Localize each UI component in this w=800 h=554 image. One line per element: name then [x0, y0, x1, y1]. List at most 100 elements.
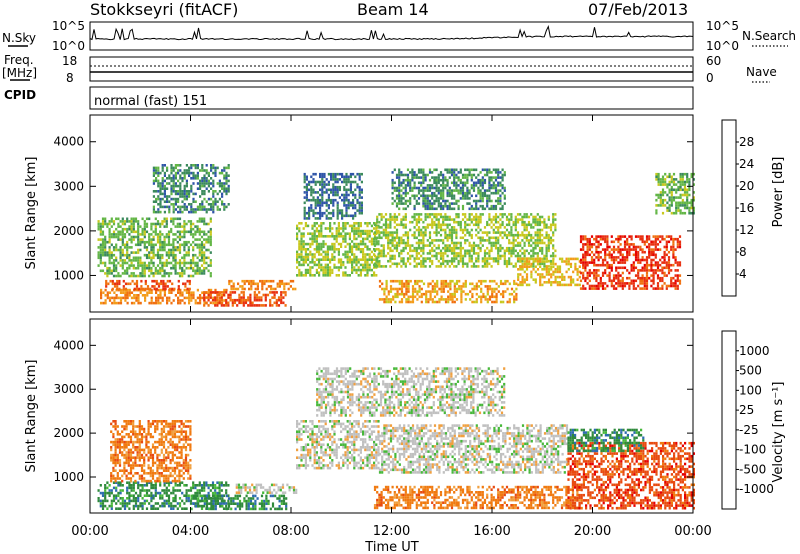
- data-cell: [168, 211, 170, 214]
- data-cell: [181, 257, 183, 260]
- data-cell: [197, 302, 199, 305]
- data-cell: [100, 297, 102, 300]
- data-cell: [530, 234, 532, 237]
- data-cell: [471, 218, 473, 221]
- data-cell: [323, 183, 325, 186]
- data-cell: [473, 189, 475, 192]
- data-cell: [106, 223, 108, 226]
- data-cell: [164, 262, 166, 265]
- data-cell: [221, 193, 223, 196]
- data-cell: [164, 193, 166, 196]
- data-cell: [403, 174, 405, 177]
- data-cell: [517, 213, 519, 216]
- data-cell: [349, 225, 351, 228]
- data-cell: [449, 231, 451, 234]
- data-cell: [303, 264, 305, 267]
- data-cell: [177, 262, 179, 265]
- data-cell: [675, 256, 677, 259]
- data-cell: [184, 203, 186, 206]
- data-cell: [366, 232, 368, 235]
- data-cell: [321, 215, 323, 218]
- data-cell: [238, 299, 240, 302]
- data-cell: [223, 167, 225, 170]
- data-cell: [642, 259, 644, 262]
- data-cell: [626, 269, 628, 272]
- data-cell: [359, 212, 361, 215]
- data-cell: [442, 247, 444, 250]
- data-cell: [317, 196, 319, 199]
- data-cell: [433, 250, 435, 253]
- data-cell: [642, 277, 644, 280]
- data-cell: [133, 302, 135, 305]
- data-cell: [517, 221, 519, 224]
- data-cell: [228, 174, 230, 177]
- data-cell: [296, 227, 298, 230]
- data-cell: [177, 249, 179, 252]
- data-cell: [655, 243, 657, 246]
- data-cell: [405, 184, 407, 187]
- data-cell: [268, 285, 270, 288]
- data-cell: [228, 190, 230, 193]
- data-cell: [453, 255, 455, 258]
- data-cell: [515, 221, 517, 224]
- data-cell: [311, 258, 313, 261]
- data-cell: [254, 296, 256, 299]
- data-cell: [408, 280, 410, 283]
- data-cell: [686, 178, 688, 181]
- data-cell: [546, 271, 548, 274]
- data-cell: [142, 275, 144, 278]
- data-cell: [411, 169, 413, 172]
- data-cell: [390, 298, 392, 301]
- data-cell: [352, 217, 354, 220]
- data-cell: [263, 294, 265, 297]
- data-cell: [102, 251, 104, 254]
- data-cell: [192, 246, 194, 249]
- data-cell: [396, 237, 398, 240]
- data-cell: [438, 260, 440, 263]
- data-cell: [164, 185, 166, 188]
- data-cell: [427, 174, 429, 177]
- data-cell: [455, 169, 457, 172]
- data-cell: [662, 191, 664, 194]
- data-cell: [203, 185, 205, 188]
- data-cell: [150, 262, 152, 265]
- data-cell: [600, 285, 602, 288]
- data-cell: [517, 278, 519, 281]
- data-cell: [288, 288, 290, 291]
- data-cell: [250, 280, 252, 283]
- data-cell: [333, 258, 335, 261]
- data-cell: [416, 174, 418, 177]
- data-cell: [362, 266, 364, 269]
- data-cell: [582, 238, 584, 241]
- data-cell: [418, 231, 420, 234]
- data-cell: [400, 250, 402, 253]
- data-cell: [473, 244, 475, 247]
- data-cell: [349, 238, 351, 241]
- data-cell: [539, 224, 541, 227]
- data-cell: [511, 288, 513, 291]
- data-cell: [584, 251, 586, 254]
- data-cell: [680, 186, 682, 189]
- data-cell: [161, 264, 163, 267]
- data-cell: [598, 254, 600, 257]
- data-cell: [360, 271, 362, 274]
- data-cell: [691, 176, 693, 179]
- data-cell: [322, 274, 324, 277]
- data-cell: [405, 242, 407, 245]
- data-cell: [392, 237, 394, 240]
- data-cell: [637, 254, 639, 257]
- data-cell: [197, 206, 199, 209]
- data-cell: [477, 179, 479, 182]
- data-cell: [315, 207, 317, 210]
- data-cell: [447, 208, 449, 211]
- data-cell: [577, 273, 579, 276]
- data-cell: [126, 231, 128, 234]
- data-cell: [659, 235, 661, 238]
- data-cell: [150, 233, 152, 236]
- data-cell: [306, 212, 308, 215]
- data-cell: [582, 254, 584, 257]
- data-cell: [589, 261, 591, 264]
- data-cell: [497, 184, 499, 187]
- data-cell: [265, 299, 267, 302]
- data-cell: [177, 291, 179, 294]
